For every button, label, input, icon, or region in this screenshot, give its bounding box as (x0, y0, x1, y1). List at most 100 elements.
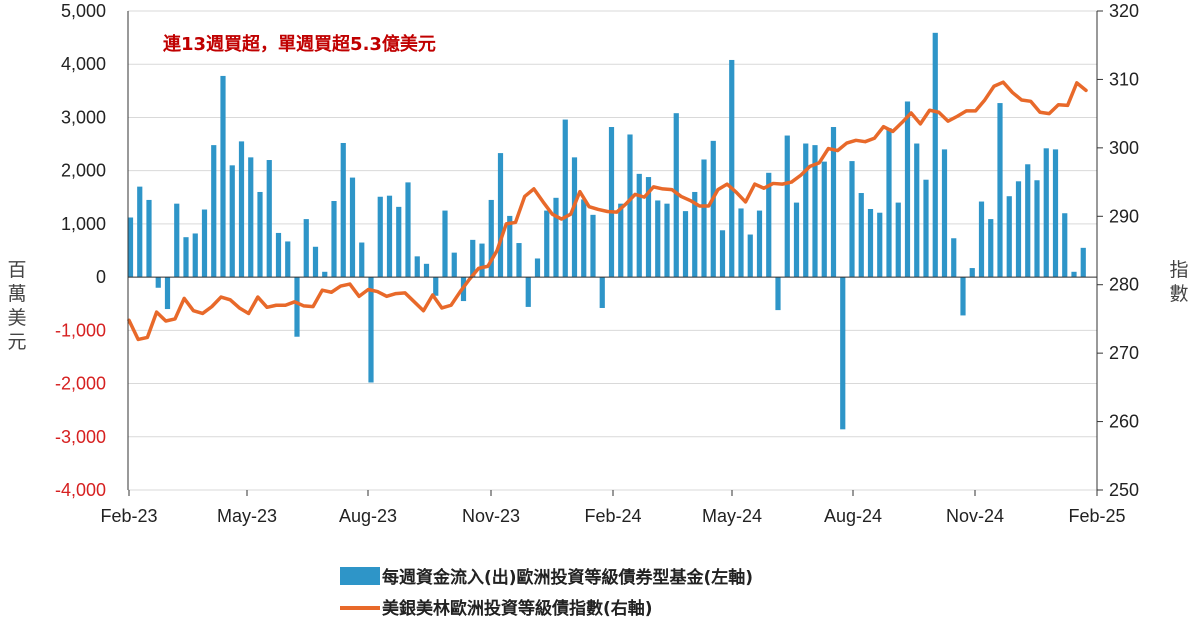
bar (1080, 247, 1086, 278)
bar (858, 193, 864, 278)
bar (331, 201, 337, 278)
bar (886, 128, 892, 278)
bar (655, 200, 661, 278)
bar (867, 208, 874, 278)
left-tick-label: 1,000 (61, 214, 106, 234)
right-tick-label: 280 (1109, 275, 1139, 295)
bar (997, 103, 1003, 278)
bar (840, 277, 846, 430)
left-tick-label: 2,000 (61, 161, 106, 181)
bar (618, 203, 624, 278)
bar (830, 127, 837, 278)
bar (553, 197, 559, 278)
right-tick-label: 270 (1109, 343, 1139, 363)
bar (127, 217, 134, 278)
right-tick-label: 300 (1109, 138, 1139, 158)
bar (470, 239, 476, 278)
x-tick-label: May-24 (702, 506, 762, 526)
bar (544, 210, 550, 278)
bar (756, 210, 763, 278)
bar-series (127, 32, 1086, 430)
bar (701, 159, 707, 278)
bar (479, 243, 485, 278)
bar (969, 268, 975, 278)
bar (1071, 271, 1077, 278)
right-tick-label: 250 (1109, 480, 1139, 500)
bar (1006, 196, 1012, 278)
bar (562, 119, 568, 278)
index-line (127, 80, 1088, 342)
bar (627, 134, 633, 278)
bar (248, 157, 254, 278)
bar (692, 191, 698, 278)
bar (599, 277, 605, 308)
bar (414, 256, 420, 278)
bar (174, 203, 180, 278)
bar (534, 258, 541, 278)
bar (877, 212, 883, 278)
legend-line-label: 美銀美林歐洲投資等級債指數(右軸) (382, 598, 653, 619)
legend-bar-label: 每週資金流入(出)歐洲投資等級債券型基金(左軸) (382, 567, 753, 588)
bar (451, 252, 457, 278)
bar (368, 277, 374, 383)
bar (784, 135, 790, 278)
bar (719, 230, 726, 278)
left-tick-label: 5,000 (61, 1, 106, 21)
bar (747, 234, 753, 278)
bar (793, 202, 800, 278)
bar (322, 271, 328, 278)
bar (895, 202, 901, 278)
bar (229, 165, 235, 278)
bar (211, 145, 217, 278)
bar (349, 177, 356, 278)
bar (673, 113, 679, 278)
bar (516, 243, 522, 278)
bar (960, 277, 966, 316)
bar (497, 153, 504, 278)
bar (201, 209, 208, 278)
bar (423, 263, 430, 278)
bar (590, 214, 596, 278)
bar (932, 32, 938, 278)
chart-annotation: 連13週買超，單週買超5.3億美元 (163, 33, 436, 55)
bar (581, 199, 587, 278)
bar (645, 177, 652, 278)
bar (285, 241, 291, 278)
bar (1034, 180, 1040, 278)
bar (988, 219, 994, 278)
bar (664, 203, 670, 278)
left-tick-label: -4,000 (55, 480, 106, 500)
bar (377, 196, 383, 278)
bar (1052, 149, 1059, 278)
line-series (127, 80, 1088, 342)
left-tick-label: 4,000 (61, 54, 106, 74)
right-tick-label: 310 (1109, 69, 1139, 89)
left-axis-ticks: -4,000 -3,000 -2,000 -1,000 0 1,000 2,000 3,000… (55, 1, 106, 500)
bar (433, 277, 439, 296)
bar (1043, 148, 1049, 278)
left-tick-label: 3,000 (61, 107, 106, 127)
right-tick-label: 260 (1109, 412, 1139, 432)
left-tick-label: -2,000 (55, 374, 106, 394)
x-tick-label: Feb-24 (584, 506, 641, 526)
bar (442, 210, 448, 278)
bar (192, 233, 198, 278)
bar (257, 191, 263, 278)
bar (340, 142, 346, 278)
x-tick-label: May-23 (217, 506, 277, 526)
bar (312, 246, 319, 278)
bar (155, 277, 161, 288)
bar (710, 140, 716, 278)
x-tick-label: Aug-24 (824, 506, 882, 526)
x-tick-label: Nov-24 (946, 506, 1004, 526)
bar (682, 211, 689, 278)
bar (164, 277, 171, 310)
right-tick-label: 320 (1109, 1, 1139, 21)
bar (146, 199, 152, 278)
bar (386, 195, 393, 278)
bar (183, 237, 189, 278)
bar (978, 201, 985, 278)
left-tick-label: -3,000 (55, 427, 106, 447)
bar (525, 277, 531, 307)
